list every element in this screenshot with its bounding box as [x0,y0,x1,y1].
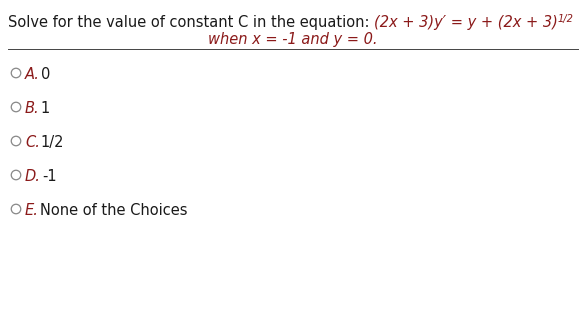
Text: D.: D. [25,169,41,184]
Text: -1: -1 [42,169,56,184]
Text: E.: E. [25,203,39,218]
Text: None of the Choices: None of the Choices [40,203,188,218]
Text: 1/2: 1/2 [558,14,574,24]
Text: 1/2: 1/2 [41,135,64,150]
Text: A.: A. [25,67,40,82]
Text: C.: C. [25,135,40,150]
Text: Solve for the value of constant C in the equation:: Solve for the value of constant C in the… [8,15,374,30]
Text: 1: 1 [40,101,50,116]
Text: (2x + 3)y′ = y + (2x + 3): (2x + 3)y′ = y + (2x + 3) [374,15,558,30]
Text: when x = -1 and y = 0.: when x = -1 and y = 0. [208,32,378,47]
Text: B.: B. [25,101,40,116]
Text: 0: 0 [41,67,50,82]
